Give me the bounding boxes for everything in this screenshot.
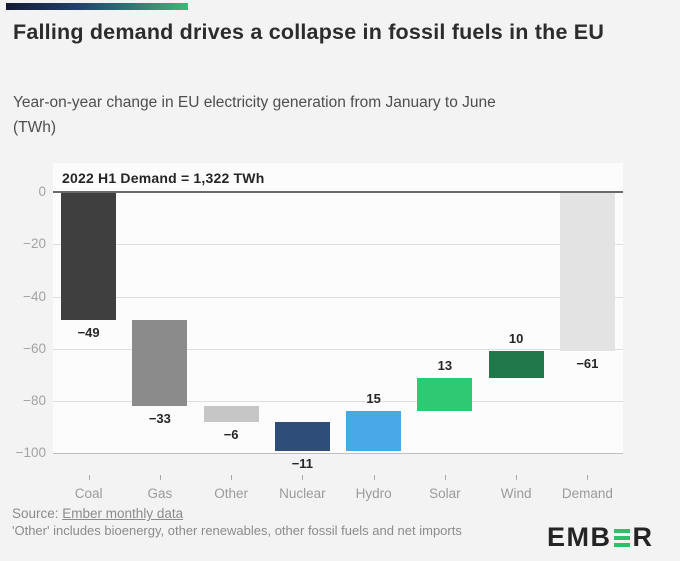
footnote: 'Other' includes bioenergy, other renewa… xyxy=(12,523,462,538)
ytick-label--100: −100 xyxy=(15,445,46,461)
ytick-label--80: −80 xyxy=(23,393,46,409)
source-line: Source: Ember monthly data xyxy=(12,506,183,521)
category-label-hydro: Hydro xyxy=(355,486,392,501)
ember-logo-text-emb: EMB xyxy=(547,522,612,552)
xtick-nuclear xyxy=(302,475,304,480)
bar-coal xyxy=(61,192,117,321)
xtick-other xyxy=(231,475,233,480)
bar-solar xyxy=(417,377,473,412)
ember-logo-e-icon xyxy=(613,528,630,547)
xtick-wind xyxy=(516,475,518,480)
gridline--80 xyxy=(53,401,623,403)
bar-other xyxy=(203,406,259,422)
value-label-wind: 10 xyxy=(508,331,524,347)
ytick-label--20: −20 xyxy=(23,236,46,252)
xtick-coal xyxy=(88,475,90,480)
gridline--20 xyxy=(53,244,623,246)
category-label-solar: Solar xyxy=(429,486,461,501)
source-prefix: Source: xyxy=(12,506,63,521)
category-label-coal: Coal xyxy=(74,486,103,501)
bar-gas xyxy=(132,320,188,407)
value-label-hydro: 15 xyxy=(366,391,381,407)
ytick-label-0: 0 xyxy=(38,184,46,199)
ytick-label--40: −40 xyxy=(23,288,46,304)
value-label-solar: 13 xyxy=(437,357,453,373)
xtick-demand xyxy=(587,475,589,480)
bar-wind xyxy=(488,351,544,378)
ember-logo: EMB R xyxy=(547,522,654,553)
value-label-demand: −61 xyxy=(576,356,599,372)
bar-hydro xyxy=(346,411,402,451)
category-label-wind: Wind xyxy=(500,486,532,501)
ytick-label--60: −60 xyxy=(23,340,46,356)
gridline--60 xyxy=(53,348,623,350)
xtick-gas xyxy=(159,475,161,480)
value-label-nuclear: −11 xyxy=(291,455,314,471)
source-link[interactable]: Ember monthly data xyxy=(62,506,184,521)
value-label-coal: −49 xyxy=(77,325,100,341)
xtick-hydro xyxy=(373,475,375,480)
gridline--40 xyxy=(53,296,623,298)
bar-nuclear xyxy=(274,421,330,451)
page-subtitle: Year-on-year change in EU electricity ge… xyxy=(13,94,496,136)
gridline--100 xyxy=(53,453,623,455)
category-label-other: Other xyxy=(214,486,248,501)
page-title: Falling demand drives a collapse in foss… xyxy=(13,20,605,44)
category-label-gas: Gas xyxy=(147,486,173,501)
category-label-nuclear: Nuclear xyxy=(279,486,326,501)
value-label-gas: −33 xyxy=(148,411,171,427)
value-label-other: −6 xyxy=(223,426,239,442)
brand-gradient-bar xyxy=(6,3,188,10)
gridline-0 xyxy=(53,191,623,193)
demand-annotation: 2022 H1 Demand = 1,322 TWh xyxy=(62,170,265,186)
bar-demand xyxy=(559,192,615,352)
xtick-solar xyxy=(444,475,446,480)
ember-logo-text-r: R xyxy=(632,522,654,552)
category-label-demand: Demand xyxy=(561,486,613,501)
